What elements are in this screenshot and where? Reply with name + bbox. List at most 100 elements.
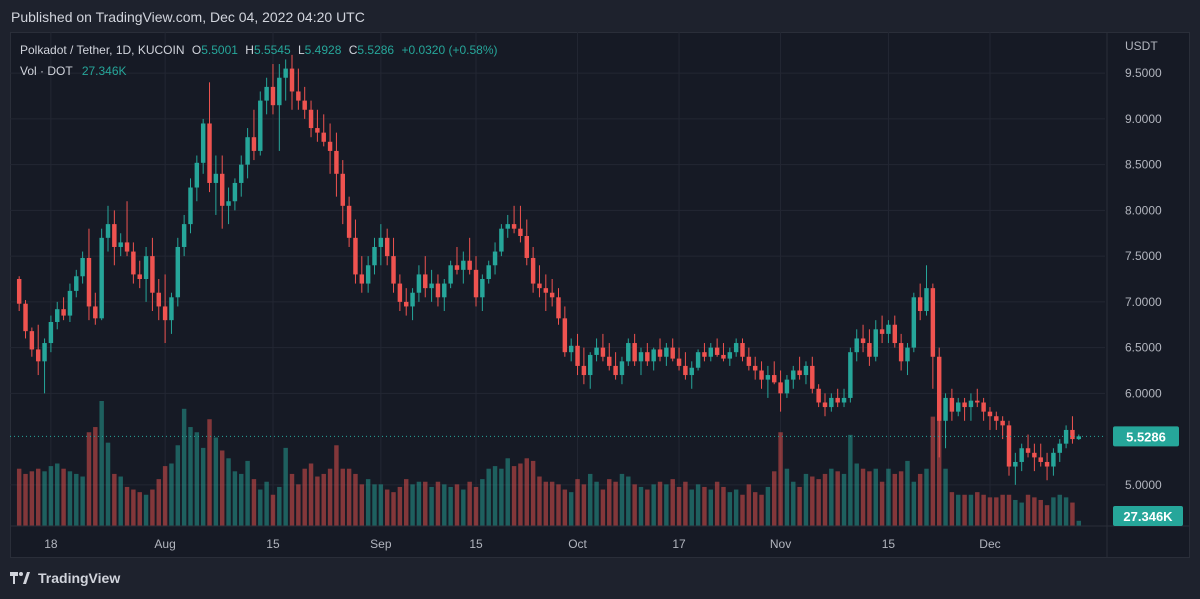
candle-body [543,288,549,293]
volume-bar [822,473,828,526]
candle-body [511,224,517,229]
candle-body [454,265,460,270]
volume-bar [695,484,701,526]
volume-bar [664,484,669,526]
candle-body [48,321,54,344]
candle-body [397,283,403,302]
time-tick-label: Nov [770,537,791,551]
candle-body [797,370,802,376]
volume-bar [93,427,98,526]
volume-bar [657,481,663,526]
candle-body [296,91,301,101]
tradingview-logo[interactable]: TradingView [10,570,120,586]
volume-bar [258,489,263,526]
candle-body [207,123,212,183]
close-value: 5.5286 [357,43,395,57]
volume-bar [327,468,333,526]
candle-body [251,137,257,151]
volume-bar [55,463,60,526]
volume-bar [975,492,980,526]
candle-body [245,137,250,165]
candle-body [321,132,326,142]
candle-body [74,276,79,291]
candle-body [835,397,840,403]
volume-bar [308,463,314,526]
candle-body [67,290,73,316]
candle-body [384,237,390,257]
volume-bar [270,494,276,526]
candle-body [480,279,485,298]
candle-body [917,297,923,312]
volume-bar [74,473,79,526]
last-volume-label: 27.346K [1123,509,1173,524]
volume-bar [860,468,866,526]
volume-bar [448,486,453,526]
candle-body [638,352,644,362]
candle-body [626,343,631,362]
candle-body [816,388,821,403]
price-chart[interactable]: 9.5000 9.0000 8.5000 8.0000 7.5000 7.0000 6.50… [10,32,1190,558]
candle-body [194,162,200,188]
volume-bar [499,468,504,526]
candle-body [1006,425,1012,467]
candle-body [359,274,365,284]
candle-body [1044,461,1050,467]
volume-bar [981,494,986,526]
volume-bar [1019,502,1024,526]
volume-bar [48,466,54,526]
price-tick-label: 8.5000 [1125,158,1162,172]
candle-body [239,164,244,183]
volume-bar [461,489,466,526]
volume-bars [16,401,1082,526]
volume-bar [905,460,910,526]
volume-bar [245,460,250,526]
candle-body [600,347,606,357]
candle-body [733,343,739,353]
candle-body [956,402,961,412]
candle-body [568,345,574,353]
candle-body [594,347,599,355]
candle-body [936,356,942,421]
volume-bar [1051,497,1056,526]
candle-body [499,228,504,252]
candle-body [188,187,193,225]
candle-body [810,365,815,389]
candle-body [981,402,986,412]
volume-bar [29,471,35,526]
candle-body [943,397,948,421]
candle-body [714,347,720,355]
candle-body [289,68,295,92]
volume-bar [886,468,891,526]
candle-body [473,269,479,298]
time-tick-label: 18 [44,537,58,551]
volume-bar [892,473,898,526]
volume-bar [232,471,238,526]
volume-bar [334,445,339,526]
candle-body [213,173,219,183]
candle-body [505,224,510,229]
candle-body [435,283,441,298]
candle-body [1019,448,1024,462]
volume-bar [296,484,301,526]
volume-bar [968,494,974,526]
chart-frame[interactable] [10,32,1190,558]
candle-body [486,265,491,279]
candle-body [518,228,523,237]
price-tick-label: 5.0000 [1125,478,1162,492]
volume-bar [156,479,161,526]
volume-bar [61,468,66,526]
candle-body [657,349,663,357]
brand-text: TradingView [38,570,121,586]
candle-body [353,237,358,275]
candle-body [651,349,656,362]
candle-body [841,397,847,403]
volume-bar [784,468,790,526]
candle-body [315,128,320,133]
volume-bar [556,484,561,526]
tradingview-logo-icon [10,572,30,584]
candle-body [467,260,472,270]
candle-body [492,251,498,266]
candle-body [1013,461,1018,467]
volume-bar [372,484,377,526]
candle-body [162,306,168,321]
